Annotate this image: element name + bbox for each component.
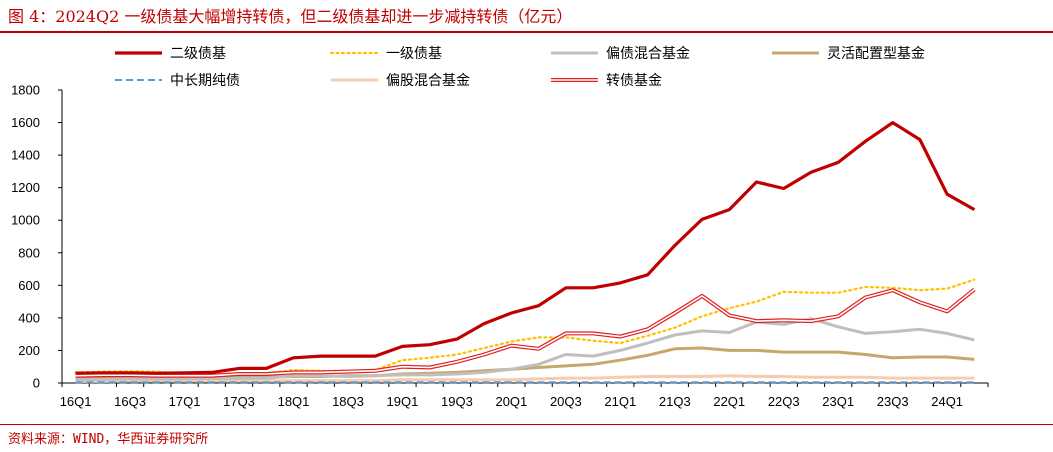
series-3-path <box>75 317 975 382</box>
x-tick-label: 17Q1 <box>169 394 201 409</box>
x-tick-label: 21Q3 <box>659 394 691 409</box>
legend-item-3: 偏债混合基金 <box>551 45 690 62</box>
legend-item-6: 偏股混合基金 <box>331 72 470 89</box>
series-1-line <box>75 120 976 375</box>
legend-item-5: 中长期纯债 <box>115 73 240 89</box>
legend-item-2: 一级债基 <box>329 45 442 62</box>
x-tick-label: 19Q3 <box>441 394 473 409</box>
series-7-line <box>75 287 976 378</box>
y-tick-label: 1800 <box>11 83 40 98</box>
y-tick-label: 400 <box>18 310 40 325</box>
source-divider <box>0 424 1053 425</box>
series-7-path <box>75 288 975 377</box>
legend-item-4: 灵活配置型基金 <box>772 45 925 62</box>
y-tick-label: 600 <box>18 278 40 293</box>
x-tick-label: 20Q1 <box>495 394 527 409</box>
chart-axes: 0 200 400 600 800 1000 1200 1400 1600 1800 16Q1 16Q… <box>11 83 989 409</box>
x-tick-label: 17Q3 <box>223 394 255 409</box>
legend-label: 偏股混合基金 <box>386 72 470 89</box>
y-tick-label: 0 <box>33 376 40 391</box>
x-tick-label: 22Q3 <box>768 394 800 409</box>
legend-label: 二级债基 <box>170 45 226 62</box>
legend-item-7: 转债基金 <box>551 72 662 89</box>
source-note: 资料来源：WIND，华西证券研究所 <box>8 432 209 447</box>
y-tick-label: 800 <box>18 245 40 260</box>
series-7-path <box>75 287 976 378</box>
series-6-path <box>75 374 975 383</box>
x-tick-label: 23Q3 <box>877 394 909 409</box>
x-tick-label: 21Q1 <box>604 394 636 409</box>
x-tick-label: 18Q1 <box>278 394 310 409</box>
x-tick-label: 16Q1 <box>60 394 92 409</box>
y-tick-label: 1600 <box>11 115 40 130</box>
legend-label: 灵活配置型基金 <box>827 45 925 62</box>
x-tick-label: 18Q3 <box>332 394 364 409</box>
legend-label: 转债基金 <box>606 72 662 89</box>
series-1-path <box>75 120 976 375</box>
y-tick-label: 1400 <box>11 148 40 163</box>
x-tick-label: 20Q3 <box>550 394 582 409</box>
y-tick-label: 1200 <box>11 180 40 195</box>
x-tick-label: 24Q1 <box>931 394 963 409</box>
title-divider <box>0 31 1053 33</box>
chart-series <box>74 120 976 384</box>
chart-title: 图 4：2024Q2 一级债基大幅增持转债，但二级债基却进一步减持转债（亿元） <box>8 7 573 26</box>
y-tick-label: 200 <box>18 343 40 358</box>
x-tick-label: 22Q1 <box>713 394 745 409</box>
x-tick-label: 23Q1 <box>822 394 854 409</box>
x-tick-label: 19Q1 <box>387 394 419 409</box>
y-tick-label: 1000 <box>11 213 40 228</box>
series-6-line <box>75 374 975 383</box>
legend-label: 中长期纯债 <box>170 73 240 89</box>
series-3-line <box>75 317 975 382</box>
x-tick-label: 16Q3 <box>114 394 146 409</box>
legend-label: 一级债基 <box>386 45 442 62</box>
legend-item-1: 二级债基 <box>115 45 226 62</box>
legend-label: 偏债混合基金 <box>606 45 690 62</box>
